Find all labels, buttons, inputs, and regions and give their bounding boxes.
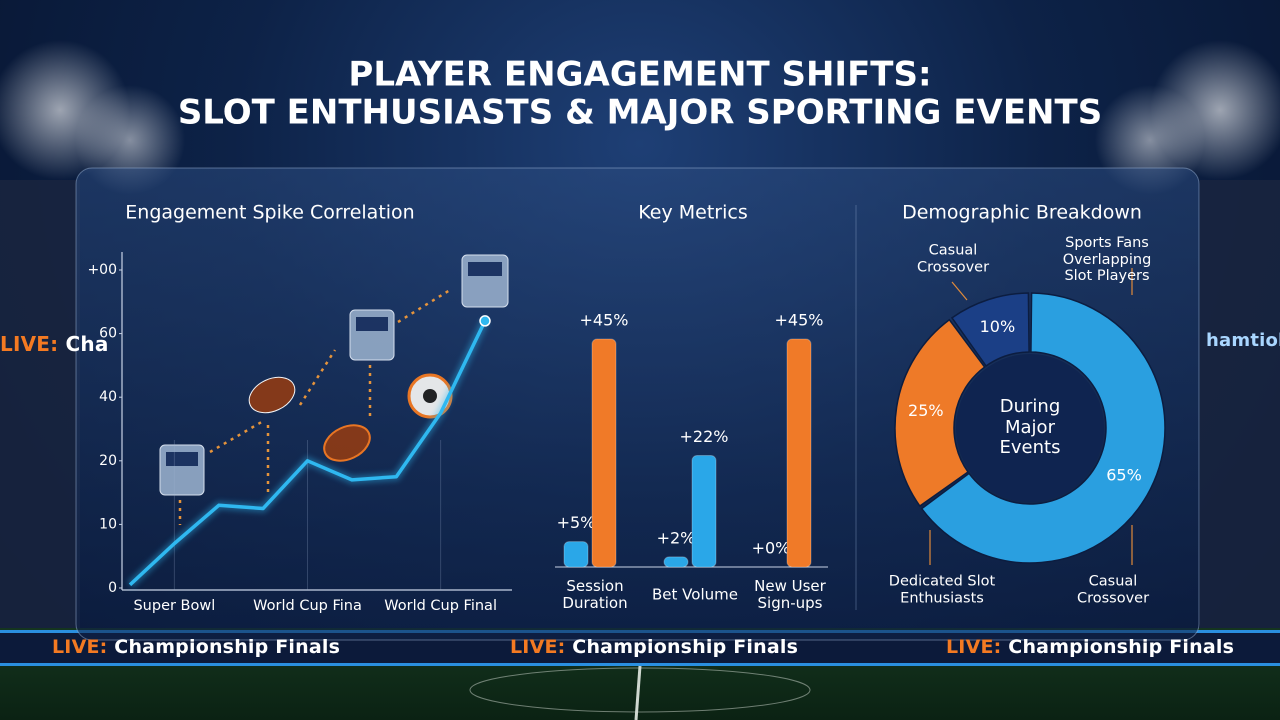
live-banner: LIVE: Championship Finals bbox=[946, 636, 1234, 658]
x-tick-label: Bet Volume bbox=[652, 585, 738, 604]
banner-text: Championship Finals bbox=[572, 636, 799, 658]
live-banner: hamtiohs bbox=[1206, 330, 1280, 351]
live-tag: LIVE: bbox=[52, 636, 108, 658]
y-tick-label: 10 bbox=[99, 516, 117, 532]
donut-slice bbox=[920, 292, 1166, 564]
value-label: +45% bbox=[580, 311, 629, 330]
value-label: +2% bbox=[657, 528, 696, 547]
chart-title: Engagement Spike Correlation bbox=[125, 202, 414, 224]
slice-label: 65% bbox=[1106, 465, 1142, 484]
value-label: +0% bbox=[752, 539, 791, 558]
live-banner: LIVE: Championship Finals bbox=[510, 636, 798, 658]
slice-label: 10% bbox=[980, 317, 1016, 336]
annotation: Casual Crossover bbox=[1076, 573, 1150, 606]
y-tick-label: 60 bbox=[99, 326, 117, 342]
line bbox=[128, 320, 487, 587]
slice-label: 25% bbox=[908, 401, 944, 420]
x-tick-label: World Cup Fina bbox=[253, 598, 362, 614]
y-tick-label: 40 bbox=[99, 389, 117, 405]
live-tag: LIVE: bbox=[0, 332, 59, 356]
panel bbox=[75, 167, 1200, 641]
category-label: Sports Fans Overlapping Slot Players bbox=[1062, 234, 1152, 285]
banner-text: Championship Finals bbox=[1008, 636, 1235, 658]
y-tick-label: 0 bbox=[108, 580, 117, 596]
live-tag: LIVE: bbox=[510, 636, 566, 658]
live-banner: LIVE: Championship Finals bbox=[52, 636, 340, 658]
center-label: During Major Events bbox=[999, 395, 1061, 459]
value-label: +5% bbox=[557, 513, 596, 532]
x-tick-label: Super Bowl bbox=[133, 598, 215, 614]
category-label: Casual Crossover bbox=[916, 242, 990, 275]
end-point bbox=[479, 315, 491, 327]
chart-title: Key Metrics bbox=[638, 202, 747, 224]
banner-text: Cha bbox=[65, 332, 109, 356]
banner-text: Championship Finals bbox=[114, 636, 341, 658]
leader-line bbox=[951, 281, 968, 301]
bar bbox=[786, 338, 812, 568]
decor-icons bbox=[159, 254, 509, 525]
y-tick-label: 20 bbox=[99, 453, 117, 469]
bar bbox=[563, 541, 589, 568]
bar bbox=[591, 338, 617, 568]
value-label: +22% bbox=[680, 427, 729, 446]
donut-slice bbox=[894, 318, 986, 508]
x-tick-label: New User Sign-ups bbox=[754, 576, 826, 612]
title-line: PLAYER ENGAGEMENT SHIFTS: bbox=[348, 55, 931, 95]
donut-hole bbox=[956, 354, 1104, 502]
chart-title: Demographic Breakdown bbox=[902, 202, 1142, 224]
donut-slice bbox=[950, 292, 1030, 368]
value-label: +45% bbox=[775, 311, 824, 330]
category-label: Dedicated Slot Enthusiasts bbox=[888, 573, 996, 606]
x-tick-label: Session Duration bbox=[562, 576, 628, 612]
bar bbox=[691, 455, 717, 568]
live-banner: LIVE: Cha bbox=[0, 332, 109, 356]
y-tick-label: +00 bbox=[87, 262, 117, 278]
banner-text: hamtiohs bbox=[1206, 330, 1280, 351]
live-tag: LIVE: bbox=[946, 636, 1002, 658]
x-tick-label: World Cup Final bbox=[384, 598, 497, 614]
bar bbox=[663, 556, 689, 568]
title-line: SLOT ENTHUSIASTS & MAJOR SPORTING EVENTS bbox=[178, 93, 1102, 133]
